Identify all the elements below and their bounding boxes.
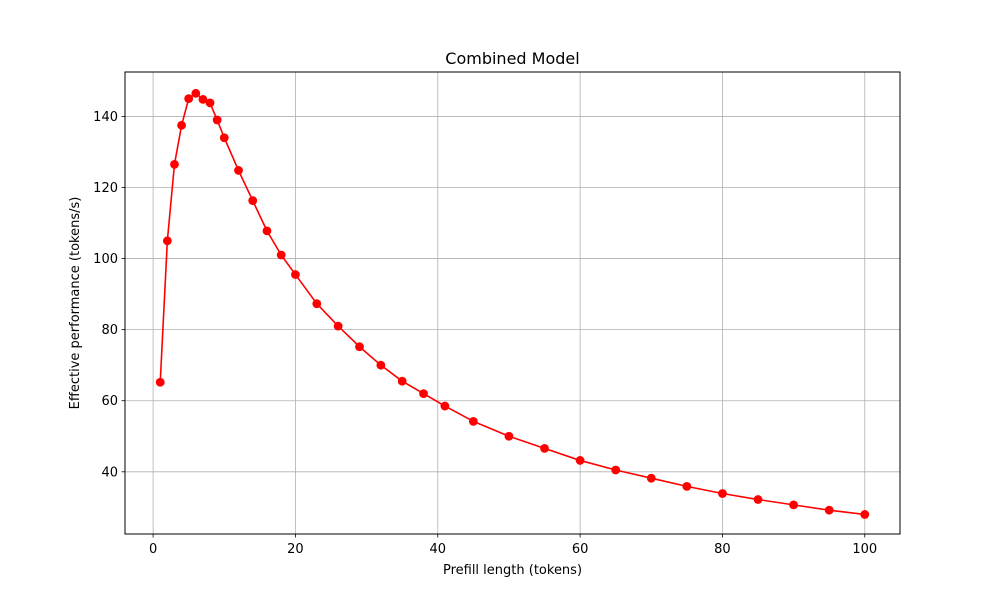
data-point [611, 465, 621, 475]
grid [125, 72, 900, 534]
data-point [646, 473, 656, 483]
data-point [575, 456, 585, 465]
y-axis-label: Effective performance (tokens/s) [68, 197, 83, 410]
data-point [440, 401, 450, 411]
data-point [177, 120, 186, 130]
x-tick-label: 80 [714, 542, 731, 557]
data-point [355, 342, 364, 352]
series-layer [155, 88, 870, 519]
y-tick-label: 40 [101, 465, 118, 480]
data-point [824, 505, 834, 515]
data-point [789, 500, 799, 510]
data-point [419, 389, 428, 399]
x-tick-label: 60 [572, 542, 589, 557]
data-point [162, 236, 172, 246]
data-point [262, 226, 272, 236]
data-point [219, 133, 229, 143]
y-tick-label: 80 [101, 323, 118, 338]
data-point [860, 510, 870, 519]
data-point [248, 196, 258, 206]
x-tick-label: 100 [852, 542, 877, 557]
axis-ticks: 0 20 40 60 80 100 40 60 80 100 120 140 [93, 110, 877, 557]
data-point [170, 160, 179, 169]
y-tick-label: 60 [101, 394, 118, 409]
y-tick-label: 120 [93, 181, 118, 196]
y-tick-label: 100 [93, 252, 118, 267]
data-point [212, 115, 222, 125]
data-point [504, 431, 514, 441]
data-point [234, 166, 243, 175]
data-point [682, 481, 692, 491]
chart-title: Combined Model [445, 49, 579, 68]
series-line [159, 92, 865, 516]
data-point [397, 376, 407, 386]
data-point [312, 299, 322, 309]
data-point [291, 270, 300, 279]
data-point [155, 377, 165, 387]
x-axis-label: Prefill length (tokens) [443, 563, 582, 578]
data-point [753, 495, 763, 504]
data-point [718, 489, 727, 498]
x-tick-label: 20 [287, 542, 304, 557]
data-point [276, 250, 286, 260]
data-point [184, 94, 194, 104]
y-tick-label: 140 [93, 110, 118, 125]
x-tick-label: 0 [149, 542, 157, 557]
data-point [198, 94, 208, 104]
x-tick-label: 40 [430, 542, 447, 557]
data-point [376, 360, 386, 370]
data-point [468, 416, 478, 426]
data-point [333, 321, 343, 331]
plot-frame [124, 71, 901, 535]
data-point [540, 443, 549, 453]
data-point [191, 88, 201, 98]
data-point [205, 98, 215, 108]
